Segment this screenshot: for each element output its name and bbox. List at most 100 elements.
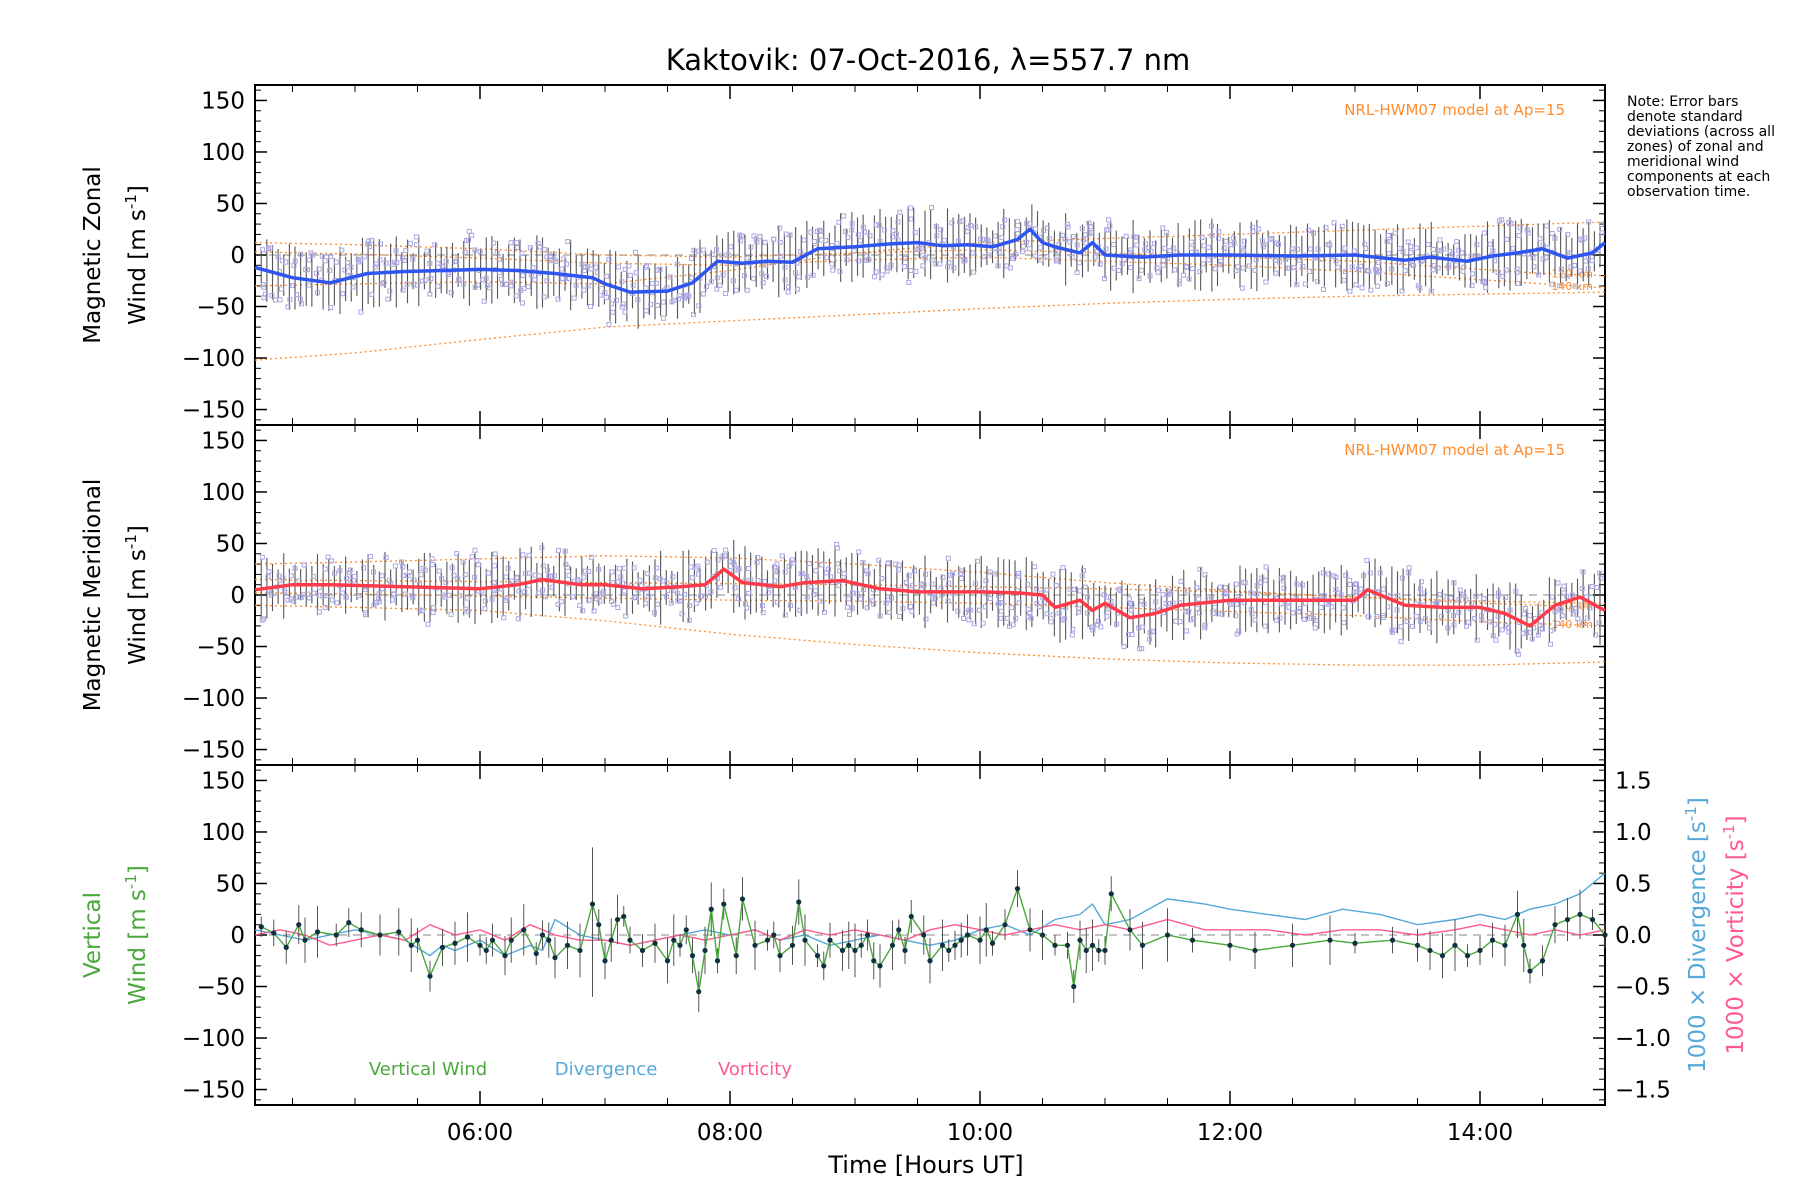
zone-sample [1136,276,1142,282]
panels: 150 100 50 0 −50 −100 −150 Magnetic Zonal Wind [… [80,84,1749,1146]
vertical-wind-point [483,947,489,954]
zone-sample [1580,619,1586,625]
zone-sample [516,588,522,594]
zone-sample [1327,242,1333,248]
zone-sample [1364,268,1370,274]
zone-sample [472,547,478,553]
zone-sample [836,219,842,225]
y-tick-label: 100 [201,140,245,166]
zone-sample [1448,595,1454,601]
vertical-wind-point [664,958,671,964]
zone-sample [817,598,823,604]
zone-sample [1231,235,1237,241]
zone-sample [1358,586,1364,592]
zone-sample [1439,614,1445,620]
zone-sample [1418,579,1424,585]
zone-sample [610,601,616,607]
zone-sample [1368,287,1374,293]
y-axis-label-line1: Vertical [80,892,106,978]
zone-sample [577,602,583,608]
zone-sample [757,234,763,240]
zone-sample [574,577,580,583]
zone-sample [777,225,783,231]
zone-sample [825,566,831,572]
zone-sample [844,604,850,610]
zone-sample [836,582,842,588]
zone-sample [1141,601,1147,607]
zone-sample [1277,615,1283,621]
zone-sample [972,581,978,587]
vertical-wind-point [1164,932,1171,938]
zone-sample [1589,584,1595,590]
zone-sample [1162,245,1168,251]
zone-sample [1027,610,1033,616]
zone-sample [669,299,675,305]
zone-sample [1565,232,1571,238]
zone-sample [494,250,500,256]
zone-sample [427,260,433,266]
zone-sample [1493,637,1499,643]
zone-sample [1310,230,1316,236]
zone-sample [299,301,305,307]
zone-sample [751,233,757,239]
zone-sample [1406,570,1412,576]
zone-sample [1255,226,1261,232]
zone-sample [582,268,588,274]
zone-sample [604,294,610,300]
zone-sample [1235,264,1241,270]
zone-sample [514,240,520,246]
zone-sample [597,292,603,298]
zone-sample [280,575,286,581]
zone-sample [730,559,736,565]
zone-sample [1044,611,1050,617]
zone-sample [387,288,393,294]
zone-sample [1585,615,1591,621]
zone-sample [893,561,899,567]
zone-sample [942,237,948,243]
zone-sample [1392,627,1398,633]
zone-sample [961,616,967,622]
vertical-wind-point [839,947,846,954]
zone-sample [520,552,526,558]
zone-sample [1474,242,1480,248]
zone-sample [565,239,571,245]
zone-sample [1146,636,1152,642]
zone-sample [1117,588,1123,594]
zone-sample [481,298,487,304]
zone-sample [1076,606,1082,612]
zone-sample [527,245,533,251]
zone-sample [676,296,682,302]
vertical-wind-point [283,944,289,950]
zone-sample [677,598,683,604]
vertical-wind-point [1427,947,1433,954]
zone-sample [1231,240,1237,246]
zone-sample [992,571,998,577]
zone-sample [703,593,709,599]
zone-sample [314,270,320,276]
zone-sample [1290,610,1296,616]
zone-sample [1481,595,1487,601]
vertical-wind-point [1327,937,1333,943]
y-tick-label: 0 [230,583,245,609]
zone-sample [657,266,663,272]
zone-sample [376,591,382,597]
zone-sample [1208,223,1214,229]
vertical-wind-point [796,899,802,905]
zone-sample [789,557,795,563]
zone-sample [1529,636,1535,642]
zone-sample [1160,225,1166,231]
zone-sample [1079,226,1085,232]
zone-sample [733,287,739,293]
zone-sample [404,281,410,287]
zone-sample [619,279,625,285]
zone-sample [714,275,720,281]
zone-sample [849,605,855,611]
zone-sample [287,297,293,303]
zone-sample [309,252,315,258]
zone-sample [1451,580,1457,586]
zone-sample [889,595,895,601]
zone-sample [782,264,788,270]
zone-sample [867,233,873,239]
vertical-wind-point [621,913,627,920]
zone-sample [755,555,761,561]
